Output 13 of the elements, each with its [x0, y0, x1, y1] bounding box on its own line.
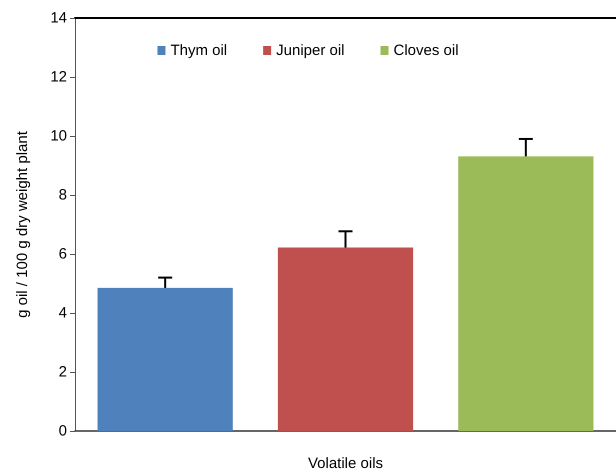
y-tick-label: 4	[58, 304, 67, 322]
y-tick-label: 10	[50, 128, 67, 144]
legend-label: Cloves oil	[394, 42, 459, 59]
y-tick-label: 14	[50, 10, 67, 26]
y-tick-label: 8	[58, 186, 67, 204]
y-axis-title: g oil / 100 g dry weight plant	[14, 130, 31, 318]
y-tick-label: 2	[58, 364, 67, 380]
y-tick-label: 6	[58, 246, 67, 262]
x-axis-title: Volatile oils	[308, 455, 384, 472]
legend-label: Juniper oil	[276, 42, 345, 59]
y-tick-label: 0	[58, 422, 67, 440]
legend-label: Thym oil	[170, 42, 228, 59]
y-tick-label: 12	[50, 68, 67, 86]
